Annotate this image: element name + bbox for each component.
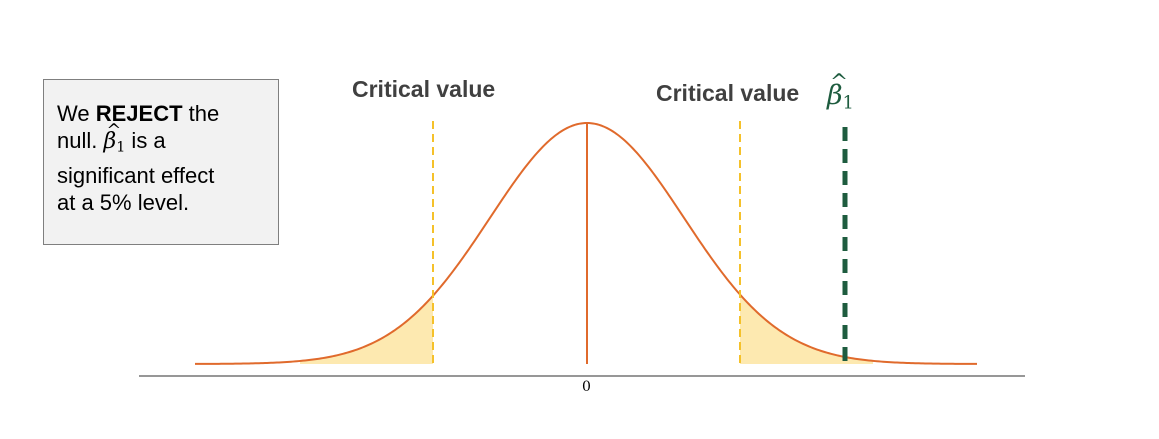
callout-line-3: significant effect — [57, 162, 215, 188]
callout-text: null. — [57, 128, 98, 153]
callout-reject-word: REJECT — [95, 101, 183, 126]
axis-zero-label: 0 — [582, 379, 591, 395]
callout-text: is a — [125, 128, 166, 153]
callout-line-1: We REJECT the — [57, 100, 268, 127]
callout-line-4: at a 5% level. — [57, 189, 190, 215]
right-tail-area — [740, 294, 873, 364]
callout-text: We — [57, 101, 96, 126]
critical-value-left-label: Critical value — [352, 76, 496, 102]
beta-hat-label: ^ β1 — [827, 70, 854, 114]
left-tail-area — [300, 295, 433, 364]
conclusion-callout: We REJECT the null. ^ β1 is a significant… — [43, 79, 279, 245]
callout-line-2: null. ^ β1 is a — [57, 121, 268, 162]
beta-hat-symbol: ^ β1 — [103, 121, 126, 156]
callout-text: the — [182, 101, 220, 126]
critical-value-right-label: Critical value — [656, 80, 800, 106]
